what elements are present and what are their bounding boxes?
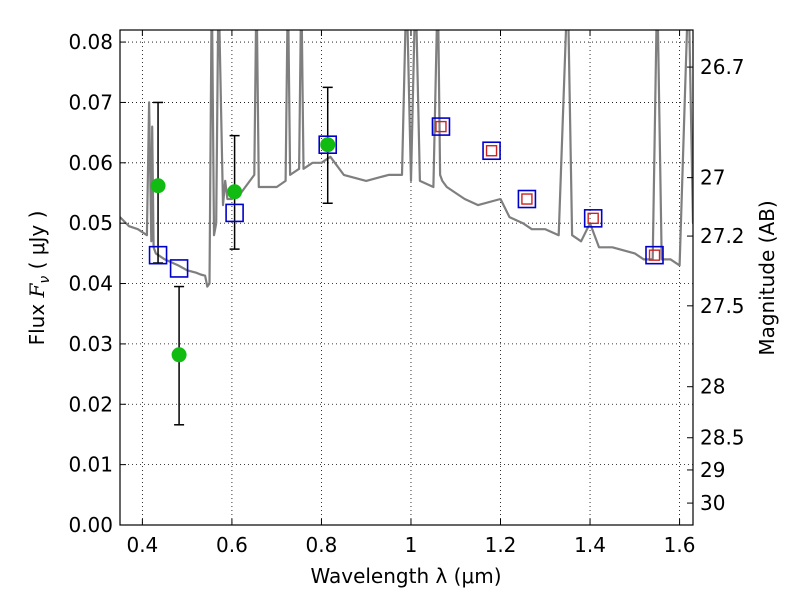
- model-point: [431, 117, 451, 136]
- observed-point: [320, 137, 336, 153]
- x-tick-label: 0.4: [126, 533, 158, 557]
- model-point: [645, 245, 664, 265]
- y-axis-label-unit: ( μJy ): [25, 211, 49, 276]
- y-tick-label: 0.07: [68, 90, 113, 114]
- y2-axis-label: Magnitude (AB): [755, 200, 779, 355]
- x-tick-label: 1.2: [485, 533, 517, 557]
- template-spectrum-line: [120, 30, 693, 288]
- y-axis-label-subscript: ν: [37, 276, 53, 284]
- y2-axis-ticks: 26.7 27 27.2 27.5 28 28.5 29 30: [687, 55, 745, 515]
- model-points: [148, 117, 664, 278]
- model-point: [583, 209, 603, 228]
- y-tick-label: 0.08: [68, 30, 113, 54]
- y-tick-label: 0.02: [68, 392, 113, 416]
- grid-lines: [120, 30, 693, 526]
- x-tick-label: 0.8: [306, 533, 338, 557]
- error-bars: [153, 86, 333, 426]
- y2-tick-label: 28: [700, 375, 725, 399]
- model-point: [482, 141, 501, 161]
- y-tick-label: 0.03: [68, 332, 113, 356]
- observed-point: [150, 178, 166, 194]
- y-tick-label: 0.00: [68, 513, 113, 537]
- y2-tick-label: 27.5: [700, 294, 745, 318]
- model-point: [148, 245, 168, 265]
- y-axis-ticks: 0.00 0.01 0.02 0.03 0.04 0.05 0.06 0.07 0.08: [68, 30, 126, 537]
- nir-point: [587, 212, 599, 225]
- y2-tick-label: 30: [700, 491, 725, 515]
- observed-point: [227, 184, 243, 200]
- y2-tick-label: 27: [700, 166, 725, 190]
- nir-point: [485, 145, 498, 157]
- plot-frame: [119, 29, 694, 526]
- model-point: [318, 135, 338, 154]
- template-spectrum-layer: [120, 30, 693, 288]
- observed-point: [171, 347, 187, 363]
- y-tick-label: 0.01: [68, 453, 113, 477]
- model-point: [169, 259, 189, 278]
- nir-point: [648, 249, 661, 261]
- nir-points: [435, 120, 661, 261]
- x-tick-label: 0.6: [216, 533, 248, 557]
- x-axis-label: Wavelength λ (μm): [310, 564, 501, 588]
- nir-point: [435, 120, 447, 133]
- x-tick-label: 1.4: [574, 533, 606, 557]
- y2-tick-label: 28.5: [700, 426, 745, 450]
- x-tick-label: 1: [405, 533, 418, 557]
- y2-tick-label: 26.7: [700, 55, 745, 79]
- x-tick-label: 1.6: [664, 533, 696, 557]
- model-point: [225, 203, 244, 223]
- y-tick-label: 0.05: [68, 211, 113, 235]
- y-axis-label: Flux Fν ( μJy ): [25, 211, 53, 346]
- y-axis-label-prefix: Flux: [25, 297, 49, 345]
- y2-tick-label: 29: [700, 458, 725, 482]
- observed-points: [150, 137, 336, 363]
- y-tick-label: 0.06: [68, 151, 113, 175]
- y-tick-label: 0.04: [68, 272, 113, 296]
- x-axis-ticks: 0.4 0.6 0.8 1 1.2 1.4 1.6: [126, 30, 695, 557]
- y2-tick-label: 27.2: [700, 224, 745, 248]
- nir-point: [521, 193, 533, 205]
- y-axis-label-symbol: F: [25, 282, 49, 298]
- model-point: [517, 189, 537, 209]
